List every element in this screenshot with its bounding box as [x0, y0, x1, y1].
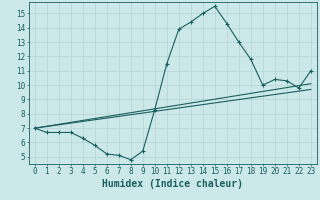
X-axis label: Humidex (Indice chaleur): Humidex (Indice chaleur)	[102, 179, 243, 189]
